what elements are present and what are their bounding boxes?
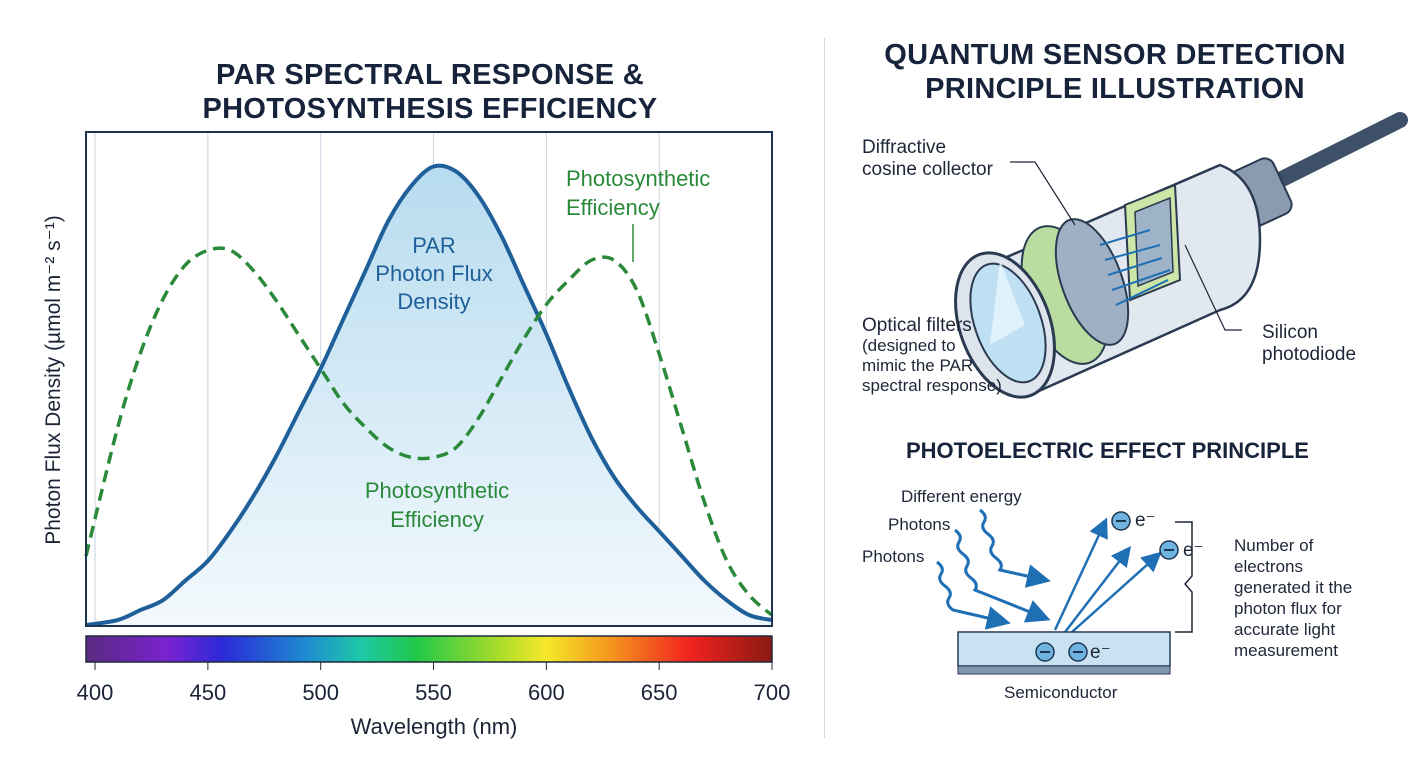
svg-text:Density: Density — [397, 289, 470, 314]
svg-text:Photon Flux: Photon Flux — [375, 261, 492, 286]
x-axis-label: Wavelength (nm) — [351, 714, 518, 739]
x-tick-label: 650 — [641, 680, 678, 705]
spectrum-bar — [85, 635, 773, 663]
panel-divider — [824, 38, 825, 738]
bracket — [1175, 521, 1193, 633]
par-chart: 400 450 500 550 600 650 700 Wavelength (nm) Ph… — [42, 131, 791, 739]
x-tick-label: 500 — [302, 680, 339, 705]
x-tick-label: 550 — [415, 680, 452, 705]
svg-text:e⁻: e⁻ — [1135, 510, 1156, 531]
x-tick-label: 600 — [528, 680, 565, 705]
par-fill-area — [86, 165, 772, 625]
x-tick-label: 450 — [189, 680, 226, 705]
svg-text:PAR: PAR — [412, 233, 456, 258]
photoelectric-title: PHOTOELECTRIC EFFECT PRINCIPLE — [906, 438, 1309, 463]
svg-text:e⁻: e⁻ — [1090, 642, 1111, 663]
photons-label-2: Photons — [862, 547, 925, 566]
par-annotation: PAR Photon Flux Density — [375, 233, 492, 314]
par-series-line — [85, 163, 773, 627]
efficiency-annotation-right: Photosynthetic Efficiency — [566, 166, 710, 262]
svg-text:e⁻: e⁻ — [1183, 540, 1204, 561]
filters-label: Optical filters (designed to mimic the P… — [862, 315, 1002, 396]
sensor-cable — [1252, 112, 1408, 198]
svg-text:Photosynthetic: Photosynthetic — [365, 478, 509, 503]
right-title: QUANTUM SENSOR DETECTION PRINCIPLE ILLUS… — [884, 39, 1346, 105]
photoelectric-diagram: e⁻ e⁻ e⁻ — [936, 508, 1204, 675]
efficiency-series-line — [84, 246, 774, 617]
left-title: PAR SPECTRAL RESPONSE & PHOTOSYNTHESIS E… — [202, 59, 658, 125]
plot-frame — [85, 131, 773, 627]
svg-text:Efficiency: Efficiency — [566, 195, 660, 220]
photodiode-label: Silicon photodiode — [1262, 322, 1357, 365]
svg-text:Efficiency: Efficiency — [390, 507, 484, 532]
quantum-sensor-illustration — [954, 112, 1408, 399]
photons-label-1: Photons — [888, 515, 951, 534]
x-tick-label: 400 — [77, 680, 114, 705]
svg-text:Photosynthetic: Photosynthetic — [566, 166, 710, 191]
electron-arrows — [1053, 517, 1162, 637]
collector-label: Diffractive cosine collector — [862, 137, 993, 180]
semiconductor-label: Semiconductor — [1004, 683, 1118, 702]
efficiency-annotation-center: Photosynthetic Efficiency — [365, 478, 509, 532]
photon-waves — [936, 508, 1051, 630]
energy-label: Different energy — [901, 487, 1022, 506]
x-tick-label: 700 — [754, 680, 791, 705]
electron-note: Number of electrons generated it the pho… — [1234, 536, 1353, 660]
y-axis-label: Photon Flux Density (µmol m⁻² s⁻¹) — [42, 215, 65, 545]
semiconductor-block — [957, 631, 1171, 667]
